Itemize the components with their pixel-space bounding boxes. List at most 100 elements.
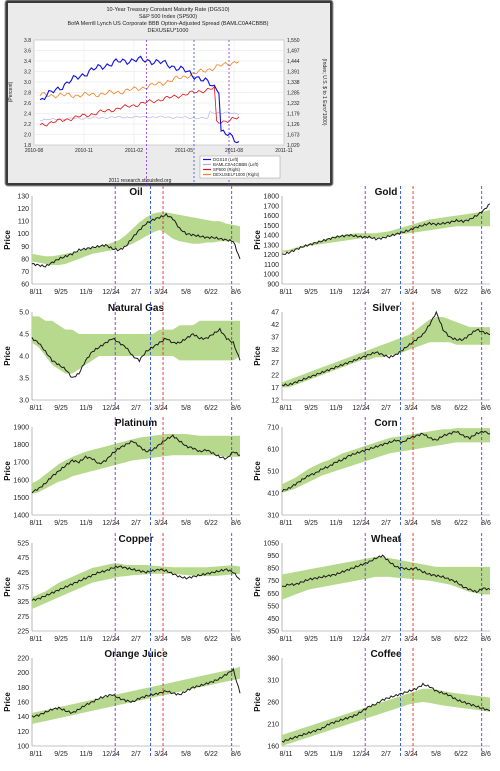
chart-title: Silver bbox=[372, 303, 399, 314]
price-line bbox=[31, 327, 241, 378]
x-tick-label: 2/7 bbox=[381, 289, 391, 296]
y-tick-label: 410 bbox=[267, 491, 279, 498]
fred-right-tick-labels: 1,550 1,497 1,444 1,391 1,338 1,285 1,232 1,179… bbox=[287, 38, 300, 149]
fred-left-tick: 2.2 bbox=[24, 122, 31, 128]
x-tick-label: 2/7 bbox=[131, 520, 141, 527]
fred-series-line bbox=[39, 85, 240, 127]
y-tick-label: 325 bbox=[17, 599, 29, 606]
y-tick-label: 310 bbox=[267, 513, 279, 520]
y-tick-label: 200 bbox=[17, 670, 29, 677]
price-line bbox=[281, 203, 491, 255]
x-tick-label: 5/8 bbox=[431, 520, 441, 527]
y-tick-label: 425 bbox=[17, 570, 29, 577]
x-tick-label: 11/9 bbox=[79, 751, 92, 758]
fred-title-line-1: 10-Year Treasury Constant Maturity Rate … bbox=[107, 7, 230, 13]
chart-title: Natural Gas bbox=[108, 303, 165, 314]
y-axis-label: Price bbox=[253, 230, 262, 250]
x-tick-label: 9/25 bbox=[304, 289, 318, 296]
fred-title-line-2: S&P 500 Index (SP500) bbox=[139, 14, 197, 20]
x-tick-label: 8/11 bbox=[279, 636, 292, 643]
x-tick-label: 5/8 bbox=[431, 405, 441, 412]
chart-title: Corn bbox=[374, 418, 397, 429]
x-tick-label: 9/25 bbox=[54, 289, 68, 296]
y-tick-label: 950 bbox=[267, 553, 279, 560]
chart-title: Platinum bbox=[115, 418, 157, 429]
x-tick-label: 2/7 bbox=[131, 751, 141, 758]
fred-left-tick-labels: 3.8 3.6 3.4 3.2 3.0 2.8 2.6 2.4 2.2 2.0 1.8 bbox=[24, 38, 31, 149]
fred-x-tick: 2011-11 bbox=[275, 148, 293, 154]
range-band bbox=[282, 209, 490, 253]
x-tick-label: 2/7 bbox=[131, 405, 141, 412]
price-line bbox=[31, 565, 241, 602]
x-tick-label: 2/7 bbox=[381, 405, 391, 412]
fred-right-axis-label: (Index; U.S. $ to 1 Euro*1000) bbox=[321, 59, 327, 126]
y-tick-label: 1000 bbox=[263, 272, 279, 279]
x-tick-label: 2/7 bbox=[131, 636, 141, 643]
x-tick-label: 6/22 bbox=[204, 289, 218, 296]
x-tick-label: 3/24 bbox=[404, 405, 418, 412]
x-tick-label: 3/24 bbox=[154, 289, 168, 296]
x-tick-label: 5/8 bbox=[181, 751, 191, 758]
y-tick-label: 1300 bbox=[263, 242, 279, 249]
y-tick-label: 12 bbox=[271, 398, 279, 405]
price-line bbox=[31, 667, 241, 718]
y-axis-label: Price bbox=[253, 577, 262, 597]
y-tick-label: 220 bbox=[17, 656, 29, 663]
y-tick-label: 47 bbox=[271, 310, 279, 317]
chart-panel-gold: Gold 1800 1700 1600 1500 1400 1300 1200 1100 1000… bbox=[253, 186, 491, 296]
y-tick-label: 37 bbox=[271, 335, 279, 342]
y-tick-label: 1600 bbox=[13, 477, 29, 484]
x-tick-label: 8/11 bbox=[279, 405, 292, 412]
range-band bbox=[32, 212, 240, 266]
x-tick-label: 8/6 bbox=[231, 520, 241, 527]
x-tick-label: 8/11 bbox=[29, 520, 42, 527]
y-tick-label: 1900 bbox=[13, 425, 29, 432]
price-line bbox=[31, 212, 241, 268]
fred-right-tick: 1,550 bbox=[287, 38, 300, 44]
x-tick-label: 5/8 bbox=[431, 751, 441, 758]
fred-title-line-4: DEXUSEU*1000 bbox=[148, 28, 189, 34]
fred-left-tick: 3.8 bbox=[24, 38, 31, 44]
price-line bbox=[31, 434, 240, 494]
y-tick-label: 3.5 bbox=[19, 376, 29, 383]
range-band bbox=[32, 434, 240, 494]
x-tick-label: 6/22 bbox=[204, 405, 218, 412]
y-tick-label: 5.0 bbox=[19, 310, 29, 317]
x-tick-label: 8/6 bbox=[231, 751, 241, 758]
y-tick-label: 160 bbox=[267, 744, 279, 751]
fred-right-tick: 1,285 bbox=[287, 90, 300, 96]
y-tick-label: 610 bbox=[267, 447, 279, 454]
fred-x-tick: 2011-05 bbox=[175, 148, 193, 154]
y-tick-label: 650 bbox=[267, 591, 279, 598]
x-tick-label: 2/7 bbox=[381, 520, 391, 527]
x-tick-label: 11/9 bbox=[329, 289, 342, 296]
x-tick-label: 11/9 bbox=[79, 636, 92, 643]
x-tick-label: 8/11 bbox=[279, 751, 292, 758]
y-tick-label: 140 bbox=[17, 714, 29, 721]
y-tick-label: 850 bbox=[267, 566, 279, 573]
x-tick-label: 5/8 bbox=[431, 289, 441, 296]
x-tick-label: 6/22 bbox=[454, 405, 468, 412]
y-axis-label: Price bbox=[253, 461, 262, 481]
x-tick-label: 8/6 bbox=[481, 405, 491, 412]
y-tick-label: 22 bbox=[271, 372, 279, 379]
fred-right-tick: 1,126 bbox=[287, 122, 300, 128]
fred-title-line-3: BofA Merrill Lynch US Corporate BBB Opti… bbox=[68, 21, 269, 27]
x-tick-label: 12/24 bbox=[102, 520, 120, 527]
y-tick-label: 260 bbox=[267, 700, 279, 707]
x-tick-label: 12/24 bbox=[102, 751, 120, 758]
chart-title: Coffee bbox=[370, 649, 402, 660]
y-tick-label: 4.5 bbox=[19, 332, 29, 339]
y-axis-label: Price bbox=[3, 577, 12, 597]
y-tick-label: 120 bbox=[17, 729, 29, 736]
x-tick-label: 12/24 bbox=[102, 636, 120, 643]
fred-legend-label: SP500 (Right) bbox=[213, 167, 241, 172]
x-tick-label: 12/24 bbox=[352, 636, 370, 643]
x-tick-label: 11/9 bbox=[329, 636, 342, 643]
